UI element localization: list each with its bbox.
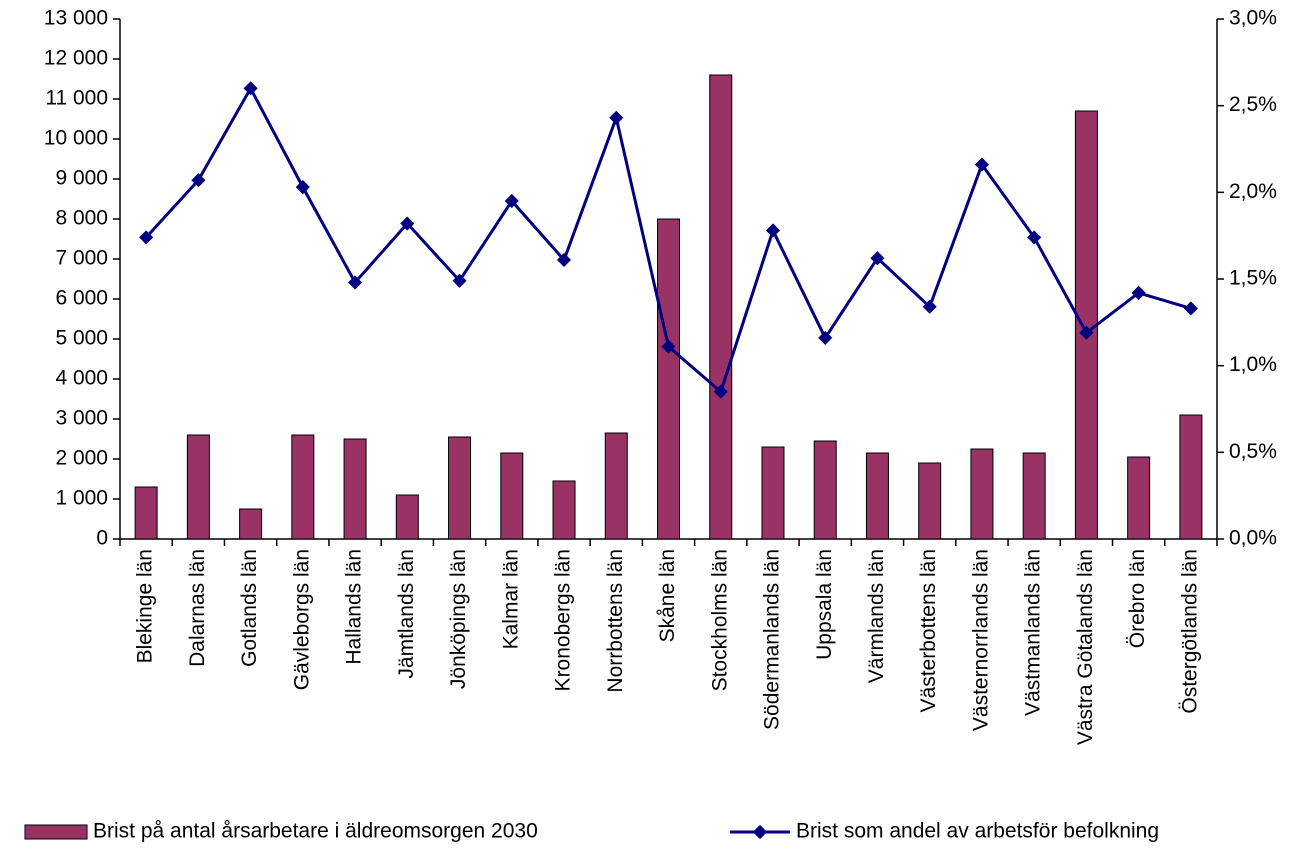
y2-tick-label: 1,0% — [1229, 353, 1277, 376]
marker — [870, 251, 885, 266]
x-tick-label: Värmlands län — [865, 549, 888, 683]
marker — [661, 339, 676, 354]
bar — [448, 436, 472, 540]
x-tick-label: Gävleborgs län — [290, 549, 313, 690]
legend-label: Brist på antal årsarbetare i äldreomsorg… — [93, 820, 538, 843]
marker — [765, 223, 781, 238]
marker — [713, 384, 728, 399]
x-tick-label: Kronobergs län — [552, 549, 575, 691]
marker — [1131, 285, 1146, 300]
bar — [186, 434, 210, 540]
legend-swatch — [24, 824, 88, 840]
marker — [243, 81, 258, 96]
y-tick-label: 4 000 — [55, 367, 108, 390]
marker — [191, 173, 206, 188]
bar — [865, 452, 889, 540]
bar — [1127, 456, 1151, 540]
bar — [657, 218, 680, 540]
x-tick-label: Blekinge län — [134, 549, 157, 663]
bar — [604, 432, 628, 540]
marker — [295, 180, 310, 195]
marker — [139, 230, 154, 245]
marker — [818, 330, 833, 346]
y-tick-label: 6 000 — [55, 287, 108, 310]
x-tick-label: Västernorrlands län — [969, 549, 992, 731]
y-tick-label: 11 000 — [45, 87, 108, 110]
x-tick-label: Uppsala län — [813, 549, 836, 660]
bar — [1179, 414, 1203, 540]
x-tick-label: Skåne län — [656, 549, 679, 642]
x-tick-label: Jönköpings län — [447, 549, 470, 689]
bar — [970, 448, 994, 540]
bar — [395, 494, 419, 540]
marker — [1027, 230, 1042, 245]
legend-marker — [752, 824, 768, 840]
marker — [1079, 325, 1094, 340]
bar — [500, 452, 524, 540]
x-tick-label: Hallands län — [343, 549, 366, 665]
bar — [761, 446, 785, 540]
marker — [609, 110, 624, 125]
bar — [343, 438, 367, 540]
x-tick-label: Västerbottens län — [917, 549, 940, 712]
y2-tick-label: 0,5% — [1229, 440, 1277, 463]
y-tick-label: 7 000 — [55, 247, 108, 270]
x-tick-label: Västmanlands län — [1022, 549, 1045, 716]
y-tick-label: 8 000 — [55, 207, 108, 230]
marker — [922, 299, 937, 314]
y-tick-label: 0 — [96, 527, 108, 550]
legend-label: Brist som andel av arbetsför befolkning — [796, 820, 1159, 843]
bar — [813, 440, 837, 540]
y-tick-label: 9 000 — [55, 167, 108, 190]
y-tick-label: 1 000 — [55, 487, 108, 510]
bar — [918, 462, 942, 540]
y-tick-label: 5 000 — [55, 327, 108, 350]
bar — [291, 434, 315, 540]
x-tick-label: Södermanlands län — [761, 549, 784, 730]
y2-tick-label: 0,0% — [1229, 527, 1277, 550]
x-tick-label: Västra Götalands län — [1074, 549, 1097, 745]
bar — [552, 480, 576, 540]
y-tick-label: 3 000 — [55, 407, 108, 430]
x-tick-label: Dalarnas län — [186, 549, 209, 667]
y-tick-label: 10 000 — [44, 127, 108, 150]
marker — [348, 275, 363, 290]
x-tick-label: Örebro län — [1126, 549, 1149, 648]
y2-tick-label: 3,0% — [1229, 7, 1277, 30]
y2-tick-label: 2,5% — [1229, 93, 1277, 116]
marker — [974, 157, 989, 172]
x-tick-label: Jämtlands län — [395, 549, 418, 679]
marker — [556, 252, 572, 268]
marker — [504, 193, 519, 209]
marker — [400, 216, 415, 231]
bar — [239, 508, 263, 540]
bar — [134, 486, 158, 540]
marker — [452, 273, 467, 288]
y-tick-label: 2 000 — [55, 447, 108, 470]
x-tick-label: Stockholms län — [708, 549, 731, 691]
y2-tick-label: 2,0% — [1229, 180, 1277, 203]
x-tick-label: Norrbottens län — [604, 549, 627, 693]
x-tick-label: Kalmar län — [499, 549, 522, 649]
marker — [1183, 301, 1198, 316]
x-tick-label: Östergötlands län — [1178, 549, 1201, 714]
y-tick-label: 13 000 — [44, 7, 108, 30]
x-tick-label: Gotlands län — [238, 549, 261, 667]
bar — [1022, 452, 1046, 540]
bar — [709, 74, 733, 540]
y2-tick-label: 1,5% — [1229, 267, 1277, 290]
y-tick-label: 12 000 — [44, 47, 108, 70]
